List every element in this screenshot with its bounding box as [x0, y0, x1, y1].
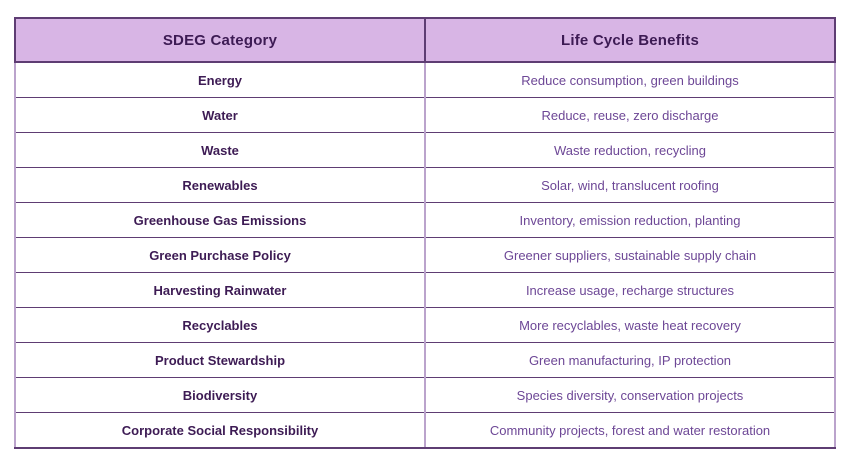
category-cell: Energy: [14, 61, 426, 98]
sdeg-benefits-table: SDEG Category Life Cycle Benefits Energy…: [14, 17, 836, 449]
benefits-cell: Community projects, forest and water res…: [424, 412, 836, 449]
header-cell-sdeg-category: SDEG Category: [14, 17, 426, 63]
table-row: Green Purchase Policy Greener suppliers, …: [14, 237, 836, 273]
benefits-cell: Waste reduction, recycling: [424, 132, 836, 168]
benefits-cell: Inventory, emission reduction, planting: [424, 202, 836, 238]
category-cell: Renewables: [14, 167, 426, 203]
table-row: Product Stewardship Green manufacturing, …: [14, 342, 836, 378]
table-row: Water Reduce, reuse, zero discharge: [14, 97, 836, 133]
benefits-cell: More recyclables, waste heat recovery: [424, 307, 836, 343]
category-cell: Corporate Social Responsibility: [14, 412, 426, 449]
benefits-cell: Increase usage, recharge structures: [424, 272, 836, 308]
benefits-cell: Green manufacturing, IP protection: [424, 342, 836, 378]
table-row: Greenhouse Gas Emissions Inventory, emiss…: [14, 202, 836, 238]
category-cell: Recyclables: [14, 307, 426, 343]
table-body: Energy Reduce consumption, green building…: [14, 61, 836, 449]
category-cell: Waste: [14, 132, 426, 168]
category-cell: Greenhouse Gas Emissions: [14, 202, 426, 238]
benefits-cell: Greener suppliers, sustainable supply ch…: [424, 237, 836, 273]
table-row: Recyclables More recyclables, waste heat …: [14, 307, 836, 343]
table-row: Corporate Social Responsibility Community…: [14, 412, 836, 449]
table-row: Waste Waste reduction, recycling: [14, 132, 836, 168]
category-cell: Water: [14, 97, 426, 133]
table-row: Energy Reduce consumption, green building…: [14, 61, 836, 98]
benefits-cell: Reduce consumption, green buildings: [424, 61, 836, 98]
category-cell: Product Stewardship: [14, 342, 426, 378]
table-row: Harvesting Rainwater Increase usage, rech…: [14, 272, 836, 308]
category-cell: Green Purchase Policy: [14, 237, 426, 273]
table-header: SDEG Category Life Cycle Benefits: [14, 17, 836, 63]
benefits-cell: Species diversity, conservation projects: [424, 377, 836, 413]
table-row: Renewables Solar, wind, translucent roofi…: [14, 167, 836, 203]
category-cell: Biodiversity: [14, 377, 426, 413]
header-row: SDEG Category Life Cycle Benefits: [14, 17, 836, 63]
header-cell-life-cycle-benefits: Life Cycle Benefits: [424, 17, 836, 63]
category-cell: Harvesting Rainwater: [14, 272, 426, 308]
table-row: Biodiversity Species diversity, conservat…: [14, 377, 836, 413]
benefits-cell: Reduce, reuse, zero discharge: [424, 97, 836, 133]
benefits-cell: Solar, wind, translucent roofing: [424, 167, 836, 203]
